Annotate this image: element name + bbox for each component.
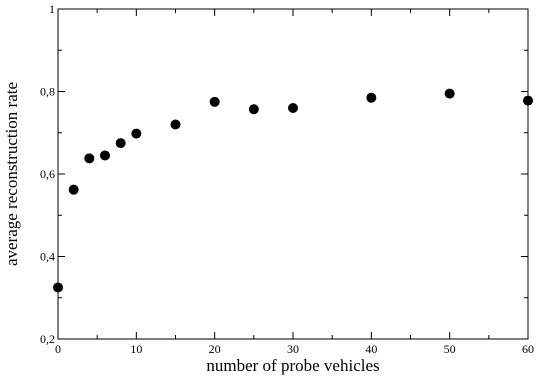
y-tick-label: 0,2 <box>40 332 55 346</box>
x-axis-title: number of probe vehicles <box>206 356 379 375</box>
data-point <box>366 92 377 103</box>
x-tick-label: 40 <box>365 342 377 356</box>
data-point <box>84 153 95 164</box>
data-point <box>523 95 533 106</box>
y-axis: 0,2 0,4 0,6 0,8 1 <box>40 2 528 346</box>
y-tick-label: 0,4 <box>40 250 55 264</box>
y-axis-title: average reconstruction rate <box>2 82 21 266</box>
data-point <box>288 103 298 113</box>
data-point <box>209 96 220 107</box>
data-point <box>248 104 259 115</box>
x-tick-label: 0 <box>55 342 61 356</box>
x-axis: 0 10 20 30 40 50 60 <box>55 9 534 356</box>
y-tick-label: 1 <box>49 2 55 16</box>
data-point <box>53 282 63 293</box>
x-tick-label: 20 <box>209 342 221 356</box>
data-points <box>53 88 533 293</box>
x-tick-label: 10 <box>130 342 142 356</box>
data-point <box>68 184 79 195</box>
data-point <box>170 119 181 130</box>
data-point <box>100 150 110 161</box>
data-point <box>131 128 142 139</box>
x-tick-label: 60 <box>522 342 534 356</box>
x-tick-label: 50 <box>444 342 456 356</box>
plot-frame <box>57 8 529 340</box>
y-tick-label: 0,6 <box>40 167 55 181</box>
x-tick-label: 30 <box>287 342 299 356</box>
data-point <box>444 88 455 99</box>
y-tick-label: 0,8 <box>40 85 55 99</box>
data-point <box>115 138 126 149</box>
